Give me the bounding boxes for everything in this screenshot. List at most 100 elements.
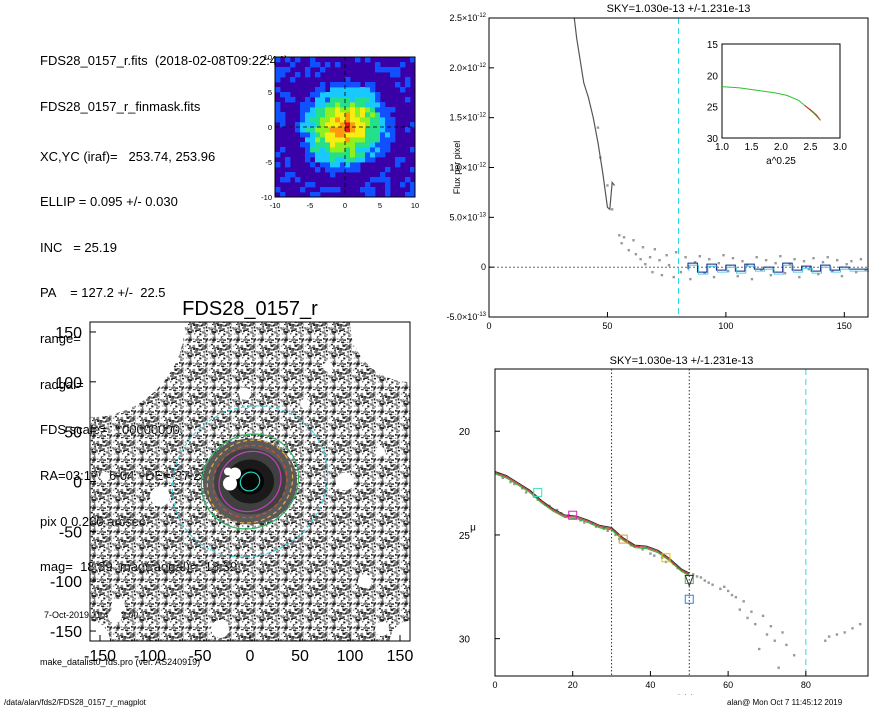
heatmap-cell: [320, 152, 326, 158]
galaxy-xtick-label: 150: [387, 648, 414, 665]
masked-region: [358, 574, 372, 589]
mu-plot-ylabel: μ: [470, 523, 476, 534]
heatmap-cell: [310, 147, 316, 153]
heatmap-cell: [280, 67, 286, 73]
heatmap-cell: [405, 77, 411, 83]
heatmap-cell: [365, 127, 371, 133]
heatmap-cell: [325, 132, 331, 138]
flux-data-point: [859, 257, 863, 261]
inset-xtick-label: 2.0: [774, 142, 788, 153]
heatmap-cell: [380, 177, 386, 183]
heatmap-cell: [335, 132, 341, 138]
heatmap-cell: [395, 82, 401, 88]
heatmap-cell: [325, 167, 331, 173]
flux-data-point: [722, 254, 725, 257]
heatmap-cell: [335, 167, 341, 173]
galaxy-ytick-label: 0: [73, 475, 82, 492]
heatmap-cell: [305, 152, 311, 158]
heatmap-cell: [310, 122, 316, 128]
flux-data-point: [618, 234, 621, 237]
flux-data-point: [836, 258, 839, 262]
inset-xtick-label: 2.5: [804, 142, 818, 153]
heatmap-cell: [365, 82, 371, 88]
heatmap-cell: [335, 62, 341, 68]
flux-data-point: [817, 272, 820, 276]
heatmap-cell: [375, 122, 381, 128]
heatmap-cell: [380, 132, 386, 138]
heatmap-cell: [330, 162, 336, 168]
heatmap-cell: [320, 157, 326, 163]
heatmap-cell: [360, 147, 366, 153]
heatmap-cell: [315, 142, 321, 148]
flux-data-point: [769, 273, 773, 277]
heatmap-cell: [400, 182, 406, 188]
heatmap-cell: [275, 102, 281, 108]
heatmap-cell: [365, 92, 371, 98]
heatmap-cell: [390, 67, 396, 73]
flux-data-point: [660, 273, 664, 277]
heatmap-cell: [350, 112, 356, 118]
heatmap-cell: [355, 57, 361, 63]
heatmap-cell: [365, 132, 371, 138]
heatmap-cell: [340, 102, 346, 108]
info-line-pa: PA = 127.2 +/- 22.5: [40, 285, 166, 301]
heatmap-cell: [410, 57, 416, 63]
heatmap-cell: [370, 97, 376, 103]
heatmap-cell: [340, 122, 346, 128]
flux-ytick-label: 1.0×10-12: [450, 163, 487, 173]
heatmap-cell: [340, 97, 346, 103]
isophote-ellipse: [218, 450, 282, 513]
flux-data-point: [764, 258, 768, 262]
heatmap-cell: [375, 152, 381, 158]
heatmap-cell: [305, 132, 311, 138]
flux-data-point: [606, 184, 609, 187]
heatmap-cell: [360, 152, 366, 158]
flux-data-point: [644, 262, 647, 266]
heatmap-cell: [405, 127, 411, 133]
heatmap-cell: [315, 102, 321, 108]
heatmap-cell: [310, 107, 316, 113]
heatmap-cell: [365, 57, 371, 63]
heatmap-cell: [360, 97, 366, 103]
heatmap-cell: [275, 117, 281, 123]
mu-data-point: [734, 595, 738, 599]
heatmap-cell: [330, 157, 336, 163]
heatmap-cell: [310, 62, 316, 68]
heatmap-xtick-label: -10: [270, 201, 281, 210]
mu-xtick-label: 0: [492, 680, 497, 690]
flux-data-point: [667, 263, 671, 267]
heatmap-cell: [360, 142, 366, 148]
flux-plot-title: SKY=1.030e-13 +/-1.231e-13: [607, 3, 751, 15]
isophote-ellipse: [212, 444, 288, 519]
heatmap-cell: [410, 167, 416, 173]
heatmap-cell: [340, 137, 346, 143]
heatmap-cell: [380, 122, 386, 128]
heatmap-cell: [370, 137, 376, 143]
heatmap-cell: [365, 182, 371, 188]
mu-profile-line: [494, 471, 690, 574]
heatmap-cell: [380, 107, 386, 113]
mu-data-point: [777, 666, 780, 669]
heatmap-cell: [390, 132, 396, 138]
masked-region: [350, 322, 410, 382]
heatmap-cell: [330, 152, 336, 158]
mu-marker-square: [618, 534, 628, 544]
mu-plot-xlabel: a (pix): [669, 693, 694, 695]
heatmap-cell: [330, 82, 336, 88]
heatmap-cell: [355, 82, 361, 88]
heatmap-cell: [350, 132, 356, 138]
heatmap-cell: [275, 57, 281, 63]
masked-region: [375, 622, 389, 637]
inset-xtick-label: 1.5: [745, 142, 759, 153]
mu-data-point: [653, 554, 656, 557]
heatmap-cell: [385, 122, 391, 128]
heatmap-cell: [370, 177, 376, 183]
heatmap-cell: [345, 117, 351, 123]
heatmap-cell: [375, 107, 381, 113]
flux-data-point: [779, 255, 782, 258]
heatmap-cell: [390, 72, 396, 78]
heatmap-cell: [355, 152, 361, 158]
heatmap-cell: [350, 87, 356, 93]
heatmap-cell: [335, 127, 341, 133]
heatmap-cell: [355, 142, 361, 148]
